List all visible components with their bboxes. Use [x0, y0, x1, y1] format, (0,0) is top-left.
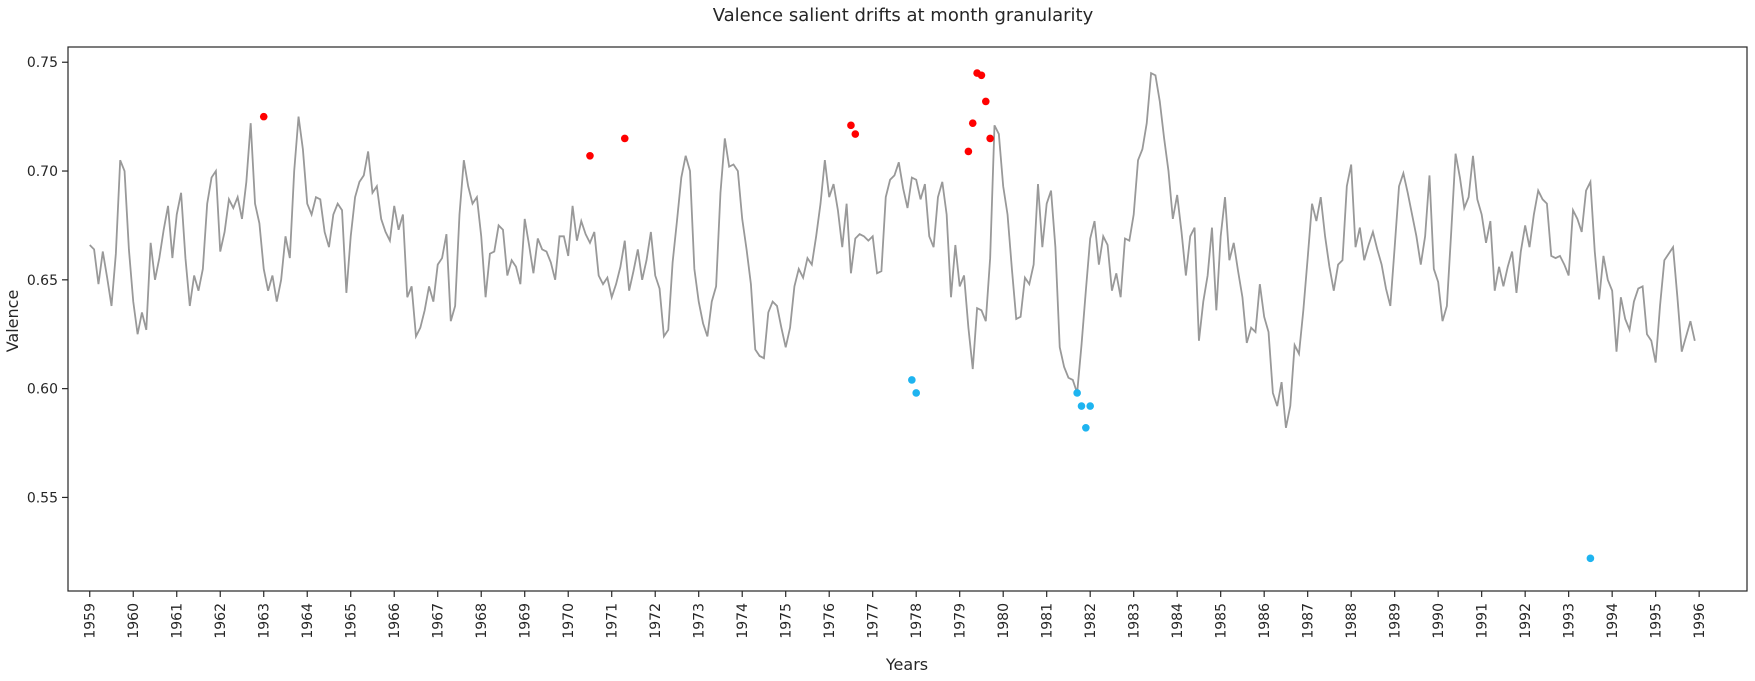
x-tick-label: 1991: [1475, 603, 1491, 639]
y-tick-label: 0.70: [27, 164, 58, 180]
x-tick-label: 1970: [561, 603, 577, 639]
x-axis-label: Years: [885, 655, 928, 674]
x-tick-label: 1987: [1301, 603, 1317, 639]
x-tick-label: 1986: [1257, 603, 1273, 639]
plot-frame: [67, 46, 1748, 592]
x-axis: 1959 1960 1961 1962 1963 1964 1965 1966 1967 1968…: [83, 591, 1708, 639]
high-drift-point: [259, 112, 268, 121]
low-drift-point: [908, 376, 916, 384]
high-drift-point: [586, 152, 594, 160]
x-tick-label: 1959: [83, 603, 99, 639]
x-tick-label: 1976: [822, 603, 838, 639]
y-axis: 0.55 0.60 0.65 0.70 0.75: [27, 55, 68, 506]
y-tick-label: 0.55: [27, 490, 58, 506]
x-tick-label: 1968: [474, 603, 490, 639]
x-tick-label: 1967: [431, 603, 447, 639]
x-tick-label: 1973: [692, 603, 708, 639]
high-drift-point: [981, 97, 990, 106]
high-drift-point: [964, 147, 973, 156]
x-tick-label: 1985: [1214, 603, 1230, 639]
x-tick-label: 1979: [953, 603, 969, 639]
x-tick-label: 1983: [1127, 603, 1143, 639]
x-tick-label: 1972: [648, 603, 664, 639]
high-drift-points: [259, 69, 994, 160]
x-tick-label: 1984: [1170, 603, 1186, 639]
x-tick-label: 1974: [735, 603, 751, 639]
x-tick-label: 1994: [1605, 603, 1621, 639]
low-drift-point: [912, 389, 920, 397]
low-drift-point: [1586, 554, 1595, 563]
x-tick-label: 1966: [387, 603, 403, 639]
low-drift-point: [1077, 402, 1086, 410]
x-tick-label: 1963: [257, 603, 273, 639]
x-tick-label: 1965: [344, 603, 360, 639]
y-tick-label: 0.60: [27, 382, 58, 398]
x-tick-label: 1995: [1649, 603, 1665, 639]
high-drift-point: [847, 121, 855, 130]
x-tick-label: 1961: [170, 603, 186, 639]
x-tick-label: 1964: [300, 603, 316, 639]
x-tick-label: 1989: [1388, 603, 1404, 639]
x-tick-label: 1990: [1431, 603, 1447, 639]
x-tick-label: 1960: [126, 603, 142, 639]
low-drift-point: [1073, 389, 1081, 397]
high-drift-point: [986, 134, 994, 143]
x-tick-label: 1988: [1344, 603, 1360, 639]
x-tick-label: 1971: [605, 603, 621, 639]
y-axis-label: Valence: [3, 290, 22, 353]
x-tick-label: 1962: [213, 603, 229, 639]
low-drift-point: [1086, 402, 1094, 410]
x-tick-label: 1977: [866, 603, 882, 639]
x-tick-label: 1980: [996, 603, 1012, 639]
x-tick-label: 1993: [1562, 603, 1578, 639]
low-drift-point: [1082, 424, 1090, 432]
valence-series-line: [89, 71, 1696, 428]
x-tick-label: 1992: [1518, 603, 1534, 639]
high-drift-point: [968, 119, 977, 127]
y-tick-label: 0.75: [27, 55, 58, 71]
high-drift-point: [977, 71, 986, 80]
high-drift-point: [620, 134, 629, 143]
high-drift-point: [851, 130, 860, 138]
y-tick-label: 0.65: [27, 273, 58, 289]
x-tick-label: 1978: [909, 603, 925, 639]
x-tick-label: 1981: [1040, 603, 1056, 639]
x-tick-label: 1982: [1083, 603, 1099, 639]
x-tick-label: 1996: [1692, 603, 1708, 639]
x-tick-label: 1975: [779, 603, 795, 639]
low-drift-points: [908, 376, 1595, 563]
chart-title: Valence salient drifts at month granular…: [713, 5, 1094, 26]
x-tick-label: 1969: [518, 603, 534, 639]
